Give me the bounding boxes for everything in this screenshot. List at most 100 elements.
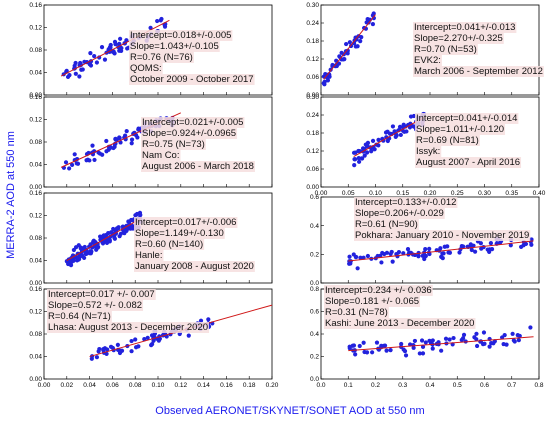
data-point: [419, 338, 425, 343]
data-point: [402, 129, 407, 134]
data-point: [487, 344, 492, 349]
x-tick-label: 0.00: [38, 382, 51, 389]
annotation-background: [141, 150, 181, 161]
data-point: [358, 255, 363, 260]
stats-annotation: Intercept=0.041+/-0.013: [414, 22, 515, 33]
data-point: [96, 349, 101, 354]
panel-right-2: 0.000.060.120.180.240.300.00 0.05 0.10 0.15…: [306, 94, 545, 197]
annotation-background: [324, 285, 433, 296]
annotation-background: [413, 33, 504, 44]
data-point: [133, 337, 138, 342]
x-tick-label: 0.35: [505, 190, 518, 197]
stats-annotation: Slope=2.270+/-0.325: [414, 33, 503, 44]
stats-annotation: R=0.70 (N=53): [414, 44, 477, 55]
data-point: [108, 145, 113, 151]
data-point: [399, 341, 404, 347]
x-tick-label: 0.05: [342, 190, 355, 197]
data-point: [481, 330, 487, 335]
panel-right-3: 0.0 0.2 0.4 0.6 Intercept=0.133+/-0.012Slope…: [310, 194, 540, 287]
stats-annotation: Slope=0.206+/-0.029: [355, 208, 444, 219]
data-point: [519, 244, 524, 250]
y-tick-label: 0.06: [306, 74, 319, 81]
data-point: [380, 250, 385, 256]
data-point: [402, 348, 408, 354]
panels-group: 0.00 0.04 0.08 0.12 0.16 Intercept=0.018+/-0.…: [29, 2, 545, 389]
data-point: [397, 124, 403, 129]
data-point: [71, 247, 76, 253]
stats-annotation: Pokhara: January 2010 - November 2019: [355, 230, 529, 241]
data-point: [90, 143, 95, 148]
data-point: [355, 44, 360, 49]
data-point: [390, 124, 396, 129]
data-point: [136, 126, 141, 131]
annotation-background: [324, 296, 421, 307]
panel-left-2: 0.00 0.04 0.08 0.12 0.16 Intercept=0.021+/-0.…: [29, 94, 273, 191]
data-point: [439, 348, 444, 353]
stats-annotation: Slope=1.149+/-0.130: [135, 228, 224, 239]
data-point: [117, 41, 122, 46]
data-point: [447, 337, 452, 342]
x-tick-label: 0.02: [60, 382, 73, 389]
data-point: [117, 234, 122, 239]
data-point: [369, 149, 374, 154]
data-point: [79, 247, 84, 252]
data-point: [124, 38, 129, 43]
data-point: [417, 351, 422, 356]
stats-annotation: August 2007 - April 2016: [416, 157, 520, 168]
x-tick-label: 0.12: [174, 382, 187, 389]
regression-line: [66, 218, 142, 261]
data-point: [118, 140, 123, 145]
annotation-background: [47, 311, 112, 322]
annotation-background: [134, 261, 255, 272]
stats-annotation: Slope=0.181 +/- 0.065: [325, 296, 419, 307]
annotation-background: [413, 44, 478, 55]
y-tick-label: 0.12: [29, 213, 42, 220]
panel-left-3: 0.00 0.04 0.08 0.12 0.16 Intercept=0.017+/-0.…: [29, 190, 273, 287]
data-point: [112, 236, 117, 241]
data-point: [461, 332, 467, 337]
data-point: [122, 231, 127, 236]
data-point: [412, 338, 418, 344]
data-point: [88, 63, 94, 68]
annotation-background: [415, 135, 480, 146]
data-point: [198, 318, 204, 323]
data-point: [82, 255, 87, 260]
regression-line: [348, 336, 534, 352]
regression-line: [353, 116, 425, 157]
data-point: [115, 342, 120, 347]
data-point: [341, 57, 346, 62]
data-point: [101, 233, 107, 238]
data-point: [364, 144, 370, 149]
stats-annotation: R=0.61 (N=90): [355, 219, 418, 230]
annotation-background: [129, 41, 220, 52]
stats-annotation: QOMS:: [130, 63, 162, 74]
data-point: [457, 250, 462, 255]
data-point: [352, 162, 357, 168]
data-point: [515, 333, 520, 338]
x-tick-label: 0.5: [453, 382, 462, 389]
stats-annotation: Intercept=0.017+/-0.006: [135, 217, 236, 228]
y-tick-label: 0.30: [306, 2, 319, 9]
y-tick-label: 0.04: [29, 258, 42, 265]
regression-line: [348, 240, 534, 262]
stats-annotation: R=0.31 (N=78): [325, 307, 388, 318]
data-point: [396, 250, 402, 255]
data-point: [442, 244, 447, 249]
data-point: [129, 338, 134, 344]
annotation-background: [129, 52, 194, 63]
annotation-background: [354, 219, 419, 230]
data-point: [358, 39, 363, 44]
data-point: [117, 350, 123, 356]
annotation-background: [354, 208, 445, 219]
x-tick-label: 0.14: [197, 382, 210, 389]
y-tick-label: 0.18: [306, 38, 319, 45]
y-tick-label: 0.08: [29, 47, 42, 54]
data-point: [439, 254, 444, 259]
y-tick-label: 0.0: [310, 280, 319, 287]
y-tick-label: 0.8: [310, 286, 319, 293]
x-tick-label: 0.40: [533, 190, 546, 197]
data-point: [420, 351, 426, 356]
y-tick-label: 0.2: [310, 252, 319, 259]
annotation-background: [141, 161, 255, 172]
